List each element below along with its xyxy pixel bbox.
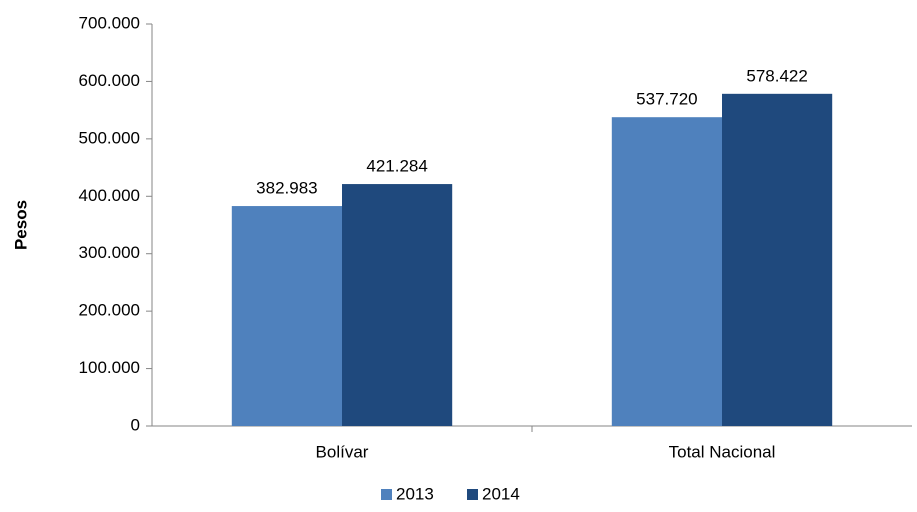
value-label: 382.983 bbox=[256, 179, 317, 198]
y-tick-label: 300.000 bbox=[79, 243, 140, 262]
legend-label: 2014 bbox=[482, 484, 520, 503]
bar bbox=[342, 184, 453, 426]
y-tick-label: 600.000 bbox=[79, 71, 140, 90]
bar bbox=[722, 93, 833, 427]
y-tick-label: 100.000 bbox=[79, 358, 140, 377]
legend-swatch bbox=[381, 489, 392, 500]
y-axis-label: Pesos bbox=[11, 200, 30, 250]
value-label: 578.422 bbox=[746, 66, 807, 85]
y-tick-label: 500.000 bbox=[79, 128, 140, 147]
value-label: 537.720 bbox=[636, 90, 697, 109]
bar bbox=[611, 117, 722, 427]
y-tick-label: 200.000 bbox=[79, 301, 140, 320]
x-tick-label: Total Nacional bbox=[669, 442, 776, 461]
y-tick-label: 700.000 bbox=[79, 13, 140, 32]
x-tick-label: Bolívar bbox=[316, 442, 369, 461]
value-label: 421.284 bbox=[366, 157, 427, 176]
bar bbox=[231, 206, 342, 426]
y-tick-label: 0 bbox=[131, 415, 140, 434]
y-tick-label: 400.000 bbox=[79, 186, 140, 205]
legend-label: 2013 bbox=[396, 484, 434, 503]
legend-swatch bbox=[467, 489, 478, 500]
